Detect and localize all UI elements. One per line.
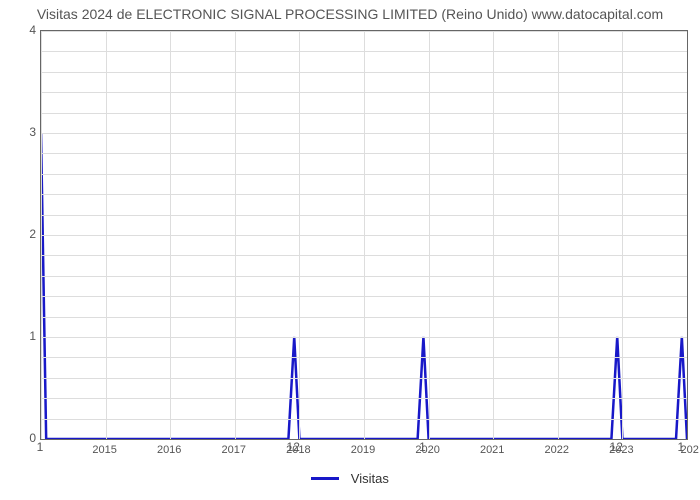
x-tick-label: 2022: [545, 444, 569, 456]
gridline-vertical: [170, 31, 171, 439]
peak-label: 1: [419, 440, 426, 454]
x-tick-label: 2019: [351, 444, 375, 456]
x-tick-label: 2021: [480, 444, 504, 456]
gridline-vertical: [493, 31, 494, 439]
peak-label: 12: [610, 440, 623, 454]
x-tick-label: 2016: [157, 444, 181, 456]
gridline-vertical: [429, 31, 430, 439]
gridline-horizontal: [41, 439, 687, 440]
gridline-vertical: [687, 31, 688, 439]
gridline-vertical: [622, 31, 623, 439]
y-tick-label: 0: [6, 431, 36, 445]
chart-container: Visitas 2024 de ELECTRONIC SIGNAL PROCES…: [0, 0, 700, 500]
gridline-vertical: [299, 31, 300, 439]
gridline-vertical: [106, 31, 107, 439]
y-tick-label: 1: [6, 329, 36, 343]
gridline-vertical: [41, 31, 42, 439]
gridline-vertical: [364, 31, 365, 439]
chart-title: Visitas 2024 de ELECTRONIC SIGNAL PROCES…: [0, 6, 700, 22]
legend-swatch: [311, 477, 339, 480]
x-tick-label: 2015: [92, 444, 116, 456]
gridline-vertical: [558, 31, 559, 439]
peak-label: 1: [37, 440, 44, 454]
gridline-vertical: [235, 31, 236, 439]
y-tick-label: 2: [6, 227, 36, 241]
peak-label: 12: [287, 440, 300, 454]
peak-label: 1: [677, 440, 684, 454]
y-tick-label: 3: [6, 125, 36, 139]
x-tick-label: 2017: [222, 444, 246, 456]
legend-label: Visitas: [351, 471, 389, 486]
y-tick-label: 4: [6, 23, 36, 37]
legend: Visitas: [0, 470, 700, 486]
plot-area: [40, 30, 688, 440]
